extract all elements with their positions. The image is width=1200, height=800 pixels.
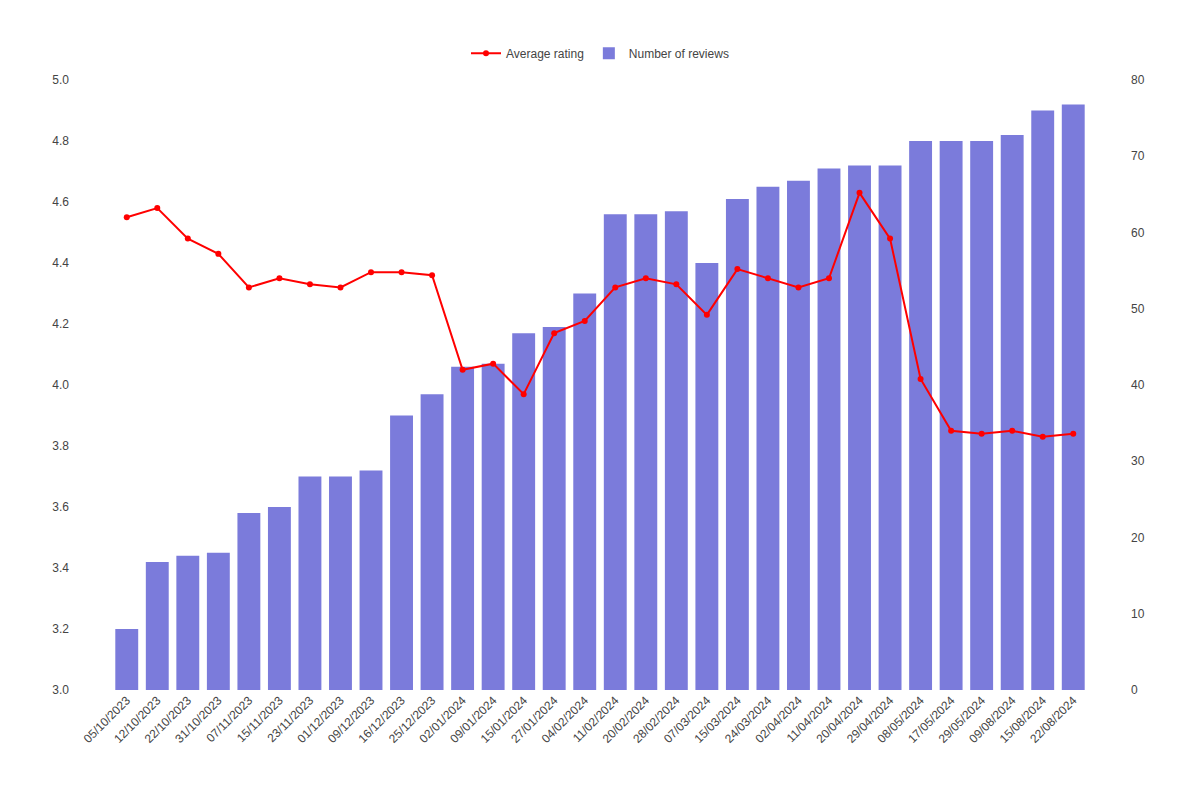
svg-text:09/08/2024: 09/08/2024 [966, 693, 1019, 746]
svg-text:09/01/2024: 09/01/2024 [447, 693, 500, 746]
svg-text:02/04/2024: 02/04/2024 [752, 693, 805, 746]
svg-text:3.0: 3.0 [52, 683, 69, 697]
svg-text:28/02/2024: 28/02/2024 [630, 693, 683, 746]
svg-text:4.2: 4.2 [52, 317, 69, 331]
svg-text:50: 50 [1131, 302, 1145, 316]
svg-text:20/04/2024: 20/04/2024 [814, 693, 867, 746]
svg-text:3.4: 3.4 [52, 561, 69, 575]
svg-text:22/08/2024: 22/08/2024 [1027, 693, 1080, 746]
svg-text:4.4: 4.4 [52, 256, 69, 270]
svg-text:3.8: 3.8 [52, 439, 69, 453]
svg-text:31/10/2023: 31/10/2023 [172, 693, 225, 746]
svg-text:4.8: 4.8 [52, 134, 69, 148]
svg-text:17/05/2024: 17/05/2024 [905, 693, 958, 746]
svg-text:15/11/2023: 15/11/2023 [234, 693, 286, 745]
svg-text:80: 80 [1131, 73, 1145, 87]
svg-text:05/10/2023: 05/10/2023 [81, 693, 134, 746]
svg-text:10: 10 [1131, 607, 1145, 621]
svg-text:5.0: 5.0 [52, 73, 69, 87]
svg-text:0: 0 [1131, 683, 1138, 697]
svg-text:16/12/2023: 16/12/2023 [356, 693, 409, 746]
svg-text:02/01/2024: 02/01/2024 [417, 693, 470, 746]
svg-text:12/10/2023: 12/10/2023 [111, 693, 164, 746]
svg-text:3.6: 3.6 [52, 500, 69, 514]
svg-text:3.2: 3.2 [52, 622, 69, 636]
svg-text:22/10/2023: 22/10/2023 [142, 693, 195, 746]
svg-text:15/03/2024: 15/03/2024 [691, 693, 744, 746]
svg-text:27/01/2024: 27/01/2024 [508, 693, 561, 746]
svg-text:Number of reviews: Number of reviews [629, 47, 729, 61]
svg-text:4.6: 4.6 [52, 195, 69, 209]
svg-text:08/05/2024: 08/05/2024 [875, 693, 928, 746]
svg-text:Average rating: Average rating [506, 47, 584, 61]
svg-text:20/02/2024: 20/02/2024 [600, 693, 653, 746]
svg-text:09/12/2023: 09/12/2023 [325, 693, 378, 746]
svg-text:70: 70 [1131, 149, 1145, 163]
svg-text:07/03/2024: 07/03/2024 [661, 693, 714, 746]
svg-text:15/01/2024: 15/01/2024 [478, 693, 531, 746]
svg-text:60: 60 [1131, 226, 1145, 240]
svg-text:4.0: 4.0 [52, 378, 69, 392]
svg-text:07/11/2023: 07/11/2023 [204, 693, 256, 745]
svg-text:23/11/2023: 23/11/2023 [265, 693, 317, 745]
svg-text:11/04/2024: 11/04/2024 [784, 693, 836, 745]
svg-text:29/04/2024: 29/04/2024 [844, 693, 897, 746]
svg-text:04/02/2024: 04/02/2024 [539, 693, 592, 746]
svg-text:25/12/2023: 25/12/2023 [386, 693, 439, 746]
svg-text:30: 30 [1131, 454, 1145, 468]
svg-text:20: 20 [1131, 531, 1145, 545]
svg-text:11/02/2024: 11/02/2024 [570, 693, 622, 745]
svg-text:01/12/2023: 01/12/2023 [294, 693, 347, 746]
svg-text:40: 40 [1131, 378, 1145, 392]
svg-text:24/03/2024: 24/03/2024 [722, 693, 775, 746]
svg-text:15/08/2024: 15/08/2024 [997, 693, 1050, 746]
svg-text:29/05/2024: 29/05/2024 [936, 693, 989, 746]
